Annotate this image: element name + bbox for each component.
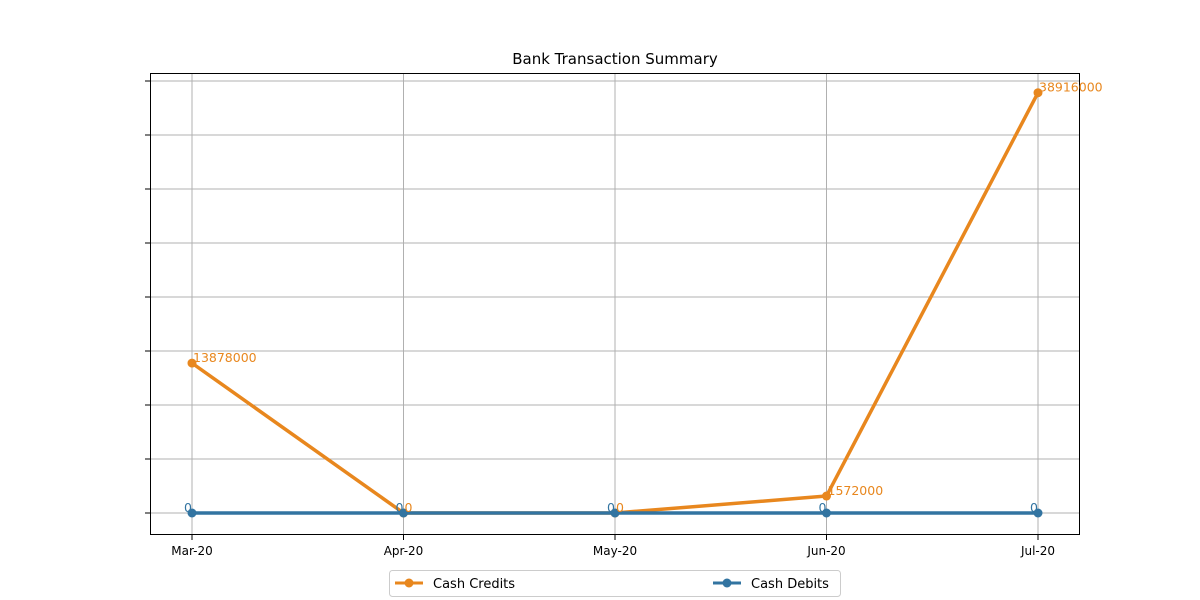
data-point-cash-debits bbox=[610, 508, 620, 518]
data-point-cash-debits bbox=[822, 508, 831, 518]
legend-label-cash-debits: Cash Debits bbox=[751, 577, 829, 592]
legend-item-cash-credits[interactable]: Cash Credits bbox=[395, 577, 515, 592]
data-label-cash-credits: 1572000 bbox=[828, 483, 884, 498]
data-label-cash-credits: 13878000 bbox=[193, 350, 257, 365]
x-tick-label-apr-20: Apr-20 bbox=[384, 544, 424, 558]
legend-label-cash-credits: Cash Credits bbox=[433, 577, 515, 592]
data-label-cash-debits: 0 bbox=[607, 500, 615, 515]
legend[interactable]: Cash Credits Cash Debits bbox=[389, 570, 841, 597]
data-label-cash-debits: 0 bbox=[184, 500, 192, 515]
legend-marker-cash-debits bbox=[722, 578, 732, 588]
plot-area-frame bbox=[150, 73, 1080, 535]
legend-item-cash-debits[interactable]: Cash Debits bbox=[713, 577, 829, 592]
series-layer bbox=[187, 88, 1043, 518]
data-label-cash-debits: 0 bbox=[396, 500, 404, 515]
axes: Mar-20 Apr-20 May-20 Jun-20 Jul-20 bbox=[145, 80, 1055, 558]
grid-lines bbox=[150, 73, 1080, 535]
data-point-cash-debits bbox=[187, 508, 197, 518]
x-tick-label-jul-20: Jul-20 bbox=[1020, 544, 1055, 558]
data-point-cash-debits bbox=[1033, 508, 1043, 518]
data-point-cash-credits bbox=[822, 491, 831, 501]
x-tick-label-mar-20: Mar-20 bbox=[171, 544, 212, 558]
legend-marker-cash-credits bbox=[404, 578, 414, 588]
data-label-cash-credits: 0 bbox=[616, 500, 624, 515]
data-label-cash-credits: 0 bbox=[405, 500, 413, 515]
data-point-cash-credits bbox=[1033, 88, 1043, 98]
data-label-cash-debits: 0 bbox=[1030, 500, 1038, 515]
data-point-cash-credits bbox=[187, 358, 197, 368]
data-point-cash-debits bbox=[399, 508, 408, 518]
legend-frame bbox=[389, 570, 841, 597]
data-label-cash-debits: 0 bbox=[819, 500, 827, 515]
series-cash-debits bbox=[187, 508, 1043, 518]
chart-title: Bank Transaction Summary bbox=[512, 50, 718, 68]
x-tick-label-jun-20: Jun-20 bbox=[806, 544, 845, 558]
x-tick-label-may-20: May-20 bbox=[593, 544, 637, 558]
data-label-cash-credits: 38916000 bbox=[1039, 80, 1103, 95]
